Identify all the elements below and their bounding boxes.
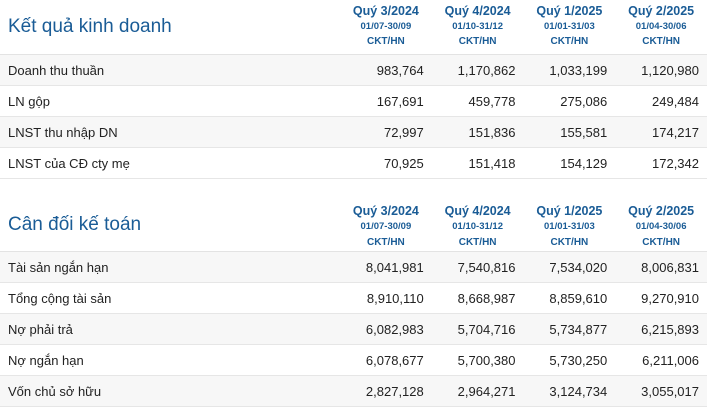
row-value: 8,041,981 — [365, 259, 424, 275]
table-row: Nợ ngắn hạn 6,078,677 5,700,380 5,730,25… — [0, 345, 707, 376]
balance-title: Cân đối kế toán — [8, 214, 142, 235]
table-row: Vốn chủ sở hữu 2,827,128 2,964,271 3,124… — [0, 376, 707, 407]
column-range: 01/07-30/09 — [360, 221, 412, 232]
row-value: 8,910,110 — [366, 290, 424, 306]
column-unit: CKT/HN — [366, 36, 405, 47]
row-value: 1,170,862 — [457, 62, 516, 78]
row-value: 983,764 — [376, 62, 424, 78]
row-value: 275,086 — [560, 93, 608, 109]
column-quarter: Quý 3/2024 — [352, 4, 419, 18]
row-value: 6,078,677 — [365, 352, 424, 368]
column-unit: CKT/HN — [458, 237, 497, 248]
row-value: 5,704,716 — [457, 321, 516, 337]
balance-col-q3-2024: Quý 3/2024 01/07-30/09 CKT/HN — [340, 199, 432, 251]
column-unit: CKT/HN — [642, 237, 681, 248]
column-unit: CKT/HN — [642, 36, 681, 47]
section-spacer — [0, 179, 707, 199]
column-quarter: Quý 1/2025 — [536, 204, 603, 218]
column-range: 01/10-31/12 — [452, 221, 503, 232]
column-unit: CKT/HN — [366, 237, 405, 248]
row-value: 1,120,980 — [641, 62, 699, 78]
column-quarter: Quý 1/2025 — [536, 4, 603, 18]
row-value: 2,827,128 — [365, 383, 424, 399]
row-value: 249,484 — [652, 93, 699, 109]
row-value: 459,778 — [468, 93, 516, 109]
row-value: 5,700,380 — [457, 352, 516, 368]
results-header: Kết quả kinh doanh Quý 3/2024 01/07-30/0… — [0, 0, 707, 55]
column-unit: CKT/HN — [550, 237, 589, 248]
column-unit: CKT/HN — [550, 36, 589, 47]
results-table: Kết quả kinh doanh Quý 3/2024 01/07-30/0… — [0, 0, 707, 179]
balance-header: Cân đối kế toán Quý 3/2024 01/07-30/09 C… — [0, 199, 707, 252]
row-value: 1,033,199 — [549, 62, 608, 78]
column-quarter: Quý 2/2025 — [628, 204, 695, 218]
row-value: 151,836 — [468, 124, 516, 140]
results-title: Kết quả kinh doanh — [8, 16, 172, 37]
row-label: Nợ ngắn hạn — [8, 352, 84, 368]
row-value: 3,055,017 — [641, 383, 699, 399]
results-col-q1-2025: Quý 1/2025 01/01-31/03 CKT/HN — [524, 0, 616, 54]
row-value: 7,540,816 — [457, 259, 516, 275]
row-value: 5,734,877 — [549, 321, 608, 337]
column-range: 01/01-31/03 — [544, 221, 595, 232]
table-row: Nợ phải trả 6,082,983 5,704,716 5,734,87… — [0, 314, 707, 345]
column-range: 01/07-30/09 — [360, 21, 412, 32]
column-quarter: Quý 3/2024 — [352, 204, 419, 218]
row-value: 70,925 — [383, 155, 424, 171]
row-value: 72,997 — [383, 124, 424, 140]
row-value: 154,129 — [560, 155, 608, 171]
row-value: 167,691 — [376, 93, 424, 109]
table-row: LNST thu nhập DN 72,997 151,836 155,581 … — [0, 117, 707, 148]
column-range: 01/04-30/06 — [635, 221, 687, 232]
row-value: 8,859,610 — [549, 290, 608, 306]
row-value: 174,217 — [652, 124, 699, 140]
balance-col-q4-2024: Quý 4/2024 01/10-31/12 CKT/HN — [432, 199, 524, 251]
column-quarter: Quý 2/2025 — [628, 4, 695, 18]
results-col-q3-2024: Quý 3/2024 01/07-30/09 CKT/HN — [340, 0, 432, 54]
row-value: 5,730,250 — [549, 352, 608, 368]
row-value: 8,006,831 — [641, 259, 699, 275]
row-label: Tài sản ngắn hạn — [8, 259, 109, 275]
row-label: Tổng cộng tài sản — [8, 290, 112, 306]
balance-table: Cân đối kế toán Quý 3/2024 01/07-30/09 C… — [0, 199, 707, 407]
row-value: 155,581 — [560, 124, 608, 140]
row-value: 151,418 — [468, 155, 516, 171]
row-value: 7,534,020 — [549, 259, 608, 275]
table-row: LNST của CĐ cty mẹ 70,925 151,418 154,12… — [0, 148, 707, 179]
row-label: Nợ phải trả — [8, 321, 73, 337]
row-value: 9,270,910 — [641, 290, 699, 306]
row-value: 2,964,271 — [457, 383, 516, 399]
row-value: 6,211,006 — [642, 352, 699, 368]
row-value: 172,342 — [652, 155, 699, 171]
row-label: Vốn chủ sở hữu — [8, 383, 102, 399]
column-range: 01/01-31/03 — [544, 21, 595, 32]
results-col-q2-2025: Quý 2/2025 01/04-30/06 CKT/HN — [615, 0, 707, 54]
column-range: 01/10-31/12 — [452, 21, 503, 32]
column-quarter: Quý 4/2024 — [444, 204, 511, 218]
column-unit: CKT/HN — [458, 36, 497, 47]
results-col-q4-2024: Quý 4/2024 01/10-31/12 CKT/HN — [432, 0, 524, 54]
column-quarter: Quý 4/2024 — [444, 4, 511, 18]
column-range: 01/04-30/06 — [635, 21, 687, 32]
row-label: LN gộp — [8, 93, 50, 109]
row-value: 6,215,893 — [641, 321, 699, 337]
row-label: LNST của CĐ cty mẹ — [8, 155, 130, 171]
row-value: 3,124,734 — [549, 383, 608, 399]
balance-col-q1-2025: Quý 1/2025 01/01-31/03 CKT/HN — [524, 199, 616, 251]
row-label: LNST thu nhập DN — [8, 124, 118, 140]
balance-col-q2-2025: Quý 2/2025 01/04-30/06 CKT/HN — [615, 199, 707, 251]
table-row: Tài sản ngắn hạn 8,041,981 7,540,816 7,5… — [0, 252, 707, 283]
table-row: Doanh thu thuần 983,764 1,170,862 1,033,… — [0, 55, 707, 86]
row-value: 8,668,987 — [457, 290, 516, 306]
table-row: Tổng cộng tài sản 8,910,110 8,668,987 8,… — [0, 283, 707, 314]
table-row: LN gộp 167,691 459,778 275,086 249,484 — [0, 86, 707, 117]
row-value: 6,082,983 — [365, 321, 424, 337]
row-label: Doanh thu thuần — [8, 62, 105, 78]
